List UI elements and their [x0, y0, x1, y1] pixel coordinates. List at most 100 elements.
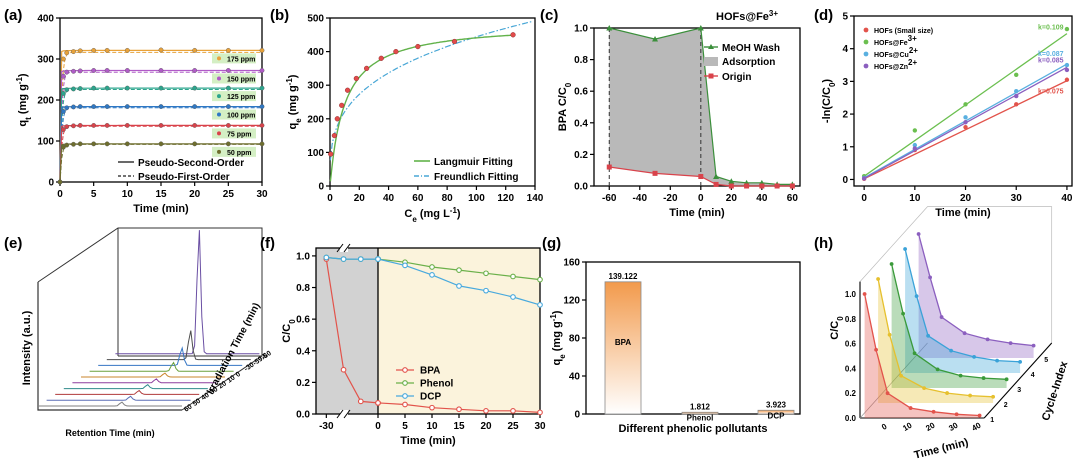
data-point [456, 406, 462, 413]
data-point [71, 68, 76, 74]
chromatogram-trace [72, 378, 217, 384]
y-axis-tick-label: 0.8 [574, 55, 588, 66]
y-axis-tick-label: 80 [569, 334, 581, 345]
series-label-bg [212, 73, 256, 84]
y-axis-label: BPA C/C0 [557, 82, 573, 131]
axis-break-mark [336, 243, 344, 253]
data-point [71, 141, 76, 147]
data-point [323, 254, 330, 261]
data-point [1064, 26, 1070, 32]
data-point [451, 38, 458, 45]
series-line [326, 256, 541, 306]
data-point [124, 141, 130, 147]
series-label-bg [212, 109, 256, 120]
y-axis-tick-label: 0.6 [296, 315, 310, 326]
x-axis-label: Time (min) [133, 203, 189, 215]
legend-marker [402, 393, 408, 399]
y-axis-tick-label: 0.4 [574, 118, 588, 129]
bar [681, 411, 719, 415]
data-point [124, 104, 130, 109]
chromatogram-trace [98, 346, 243, 366]
legend-marker [863, 63, 869, 69]
data-point [91, 85, 97, 91]
series-line [325, 259, 541, 413]
data-point [64, 105, 70, 111]
x-axis-tick-label: 60 [412, 193, 424, 204]
x-axis-tick-label: 40 [1061, 193, 1073, 204]
x-axis-label: Time (min) [400, 435, 456, 447]
data-point [958, 373, 963, 378]
data-point [916, 232, 921, 236]
data-point [331, 133, 337, 139]
data-point [60, 109, 66, 114]
y-axis-tick-label: 1.0 [574, 24, 588, 35]
chromatogram-trace [115, 230, 260, 355]
data-point [1014, 102, 1019, 107]
data-point [339, 102, 345, 108]
data-point [537, 276, 543, 283]
data-point [259, 68, 265, 73]
data-point [1064, 77, 1070, 82]
data-point [861, 176, 867, 181]
x-axis-tick-label: 30 [1011, 193, 1023, 204]
legend-origin: Origin [722, 72, 751, 83]
data-point [225, 104, 231, 109]
data-point [71, 49, 76, 55]
y-axis-tick-label: 120 [563, 296, 580, 307]
data-point [1014, 88, 1019, 94]
data-point [104, 47, 110, 53]
y-axis-tick-label: 0 [842, 175, 848, 186]
panel-label-a: (a) [4, 7, 22, 24]
data-point [963, 102, 968, 107]
x-axis-tick-label: 25 [223, 189, 235, 200]
y-axis-label: Intensity (a.u.) [21, 310, 33, 385]
data-point [510, 407, 516, 414]
data-point [158, 123, 164, 128]
linear-fit-line [863, 80, 1068, 180]
data-point [926, 333, 930, 338]
data-point [393, 48, 399, 55]
panel-c: -60 -40 -20 0 20 40 60 0.0 0.2 0.4 0.6 0.8 1.0 Time (… [557, 9, 801, 219]
data-point [697, 25, 704, 31]
z-tick-label: 60 [183, 403, 193, 413]
legend-marker [863, 27, 869, 33]
data-point [537, 302, 543, 308]
data-point [713, 181, 719, 187]
y-axis-tick-label: 200 [307, 114, 324, 125]
series-label-marker [217, 131, 221, 136]
x-axis-tick-label: 30 [947, 420, 960, 433]
data-point [981, 376, 986, 380]
y-axis-tick-label: 300 [307, 81, 324, 92]
data-point [340, 366, 347, 373]
chromatogram-trace [38, 401, 182, 407]
z-tick-label: -60 [261, 350, 273, 362]
legend-langmuir: Langmuir Fitting [434, 157, 513, 168]
z-tick-label: -30 [243, 361, 255, 373]
data-point [862, 292, 867, 296]
data-point [64, 124, 70, 130]
data-point [483, 287, 489, 294]
data-point [483, 270, 489, 277]
data-point [357, 398, 364, 405]
data-point [954, 412, 959, 417]
axis-break-gap [340, 410, 348, 418]
legend-adsorption-swatch [704, 57, 718, 66]
y-axis-tick-label: 0.0 [574, 182, 588, 193]
x-axis-tick-label: -40 [633, 193, 648, 204]
data-point [429, 272, 435, 278]
data-point [789, 183, 795, 189]
data-point [225, 123, 231, 128]
y-axis-tick-label: 0.0 [845, 414, 857, 423]
plot-frame [315, 247, 541, 415]
y-axis-tick-label: 5 [842, 12, 848, 23]
data-point [945, 391, 949, 395]
bar [604, 281, 642, 415]
x-axis-tick-label: 30 [534, 421, 546, 432]
x-axis-tick-label: 20 [480, 421, 492, 432]
y-axis-tick-label: 160 [563, 258, 580, 269]
data-point [357, 256, 364, 262]
data-point [968, 393, 972, 398]
bar-value-label: 1.812 [690, 402, 711, 411]
series-label-bg [212, 146, 256, 157]
data-point [259, 85, 265, 91]
